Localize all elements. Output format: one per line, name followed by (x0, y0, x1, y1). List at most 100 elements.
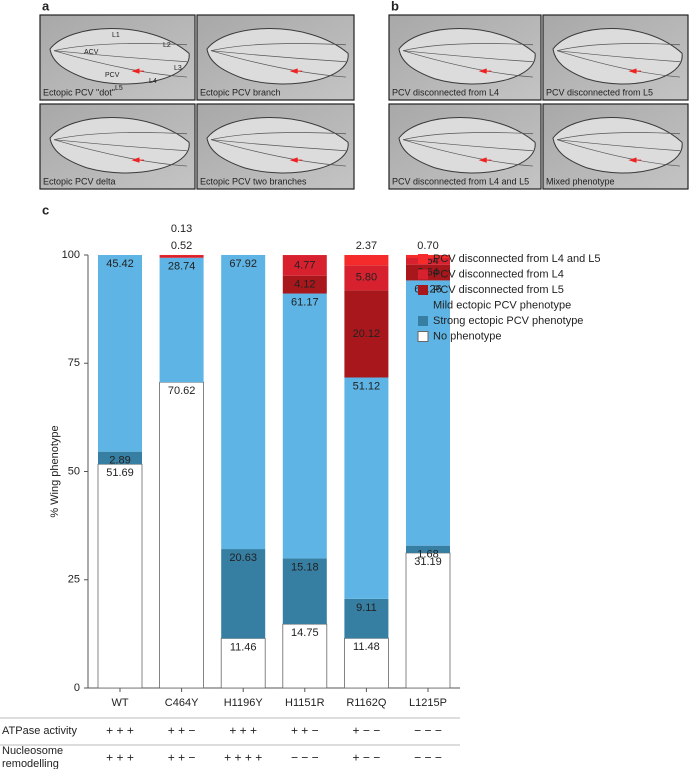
data-label: 0.52 (171, 240, 192, 252)
legend-label: No phenotype (433, 330, 502, 342)
data-label: 2.37 (356, 240, 377, 252)
data-label: 31.19 (414, 556, 442, 568)
legend-swatch (418, 300, 428, 311)
bar-segment (344, 265, 389, 291)
vein (53, 50, 188, 78)
bar-segment (97, 463, 143, 689)
photo-caption: Ectopic PCV delta (43, 176, 116, 186)
bar-segment (344, 255, 389, 266)
table-cell: + + − (168, 751, 196, 765)
vein (210, 139, 347, 152)
table-cell: + + + (229, 724, 257, 738)
bar-segment (159, 381, 205, 689)
vein (53, 132, 188, 141)
x-tick-label: H1196Y (224, 697, 264, 709)
vein (556, 50, 681, 78)
y-tick-label: 0 (74, 682, 80, 694)
data-label: 11.48 (353, 641, 380, 653)
arrow (289, 157, 303, 163)
x-tick-label: L1215P (409, 697, 447, 709)
data-label: 20.63 (229, 552, 257, 564)
photo-caption: Ectopic PCV "dot" (43, 87, 115, 97)
vein (210, 43, 347, 52)
bar-segment (282, 558, 327, 625)
data-label: 9.11 (356, 602, 377, 614)
y-tick-label: 50 (68, 465, 80, 477)
vein (402, 139, 534, 152)
bar-segment (282, 255, 327, 276)
data-label: 67.92 (229, 258, 257, 270)
y-tick-label: 100 (62, 249, 80, 261)
bar-segment (282, 275, 327, 294)
photo-caption: PCV disconnected from L4 and L5 (392, 176, 529, 186)
vein (210, 50, 347, 63)
table-cell: + + + (106, 751, 134, 765)
vein (556, 132, 681, 141)
bar-segment (282, 623, 328, 689)
vein (402, 43, 534, 52)
data-label: 61.17 (291, 296, 319, 308)
vein-label: L4 (149, 78, 157, 85)
vein-label: PCV (105, 72, 120, 79)
bar-segment (159, 254, 204, 256)
vein (210, 132, 347, 141)
vein (53, 43, 188, 52)
wing (49, 28, 190, 85)
legend-swatch (417, 331, 429, 342)
bar-segment (406, 545, 450, 553)
bar-segment (405, 552, 451, 689)
data-label: 45.42 (106, 258, 134, 270)
table-cell: − − − (291, 751, 319, 765)
data-label: 1.68 (417, 549, 438, 561)
vein (402, 50, 534, 63)
data-label: 4.77 (294, 259, 315, 271)
table-cell: + + − (291, 724, 319, 738)
vein-label: L3 (174, 65, 182, 72)
legend-swatch (418, 285, 428, 295)
row-label: Nucleosome remodelling (2, 745, 64, 769)
vein (210, 139, 347, 167)
panel-label: b (391, 0, 399, 13)
legend-swatch (418, 254, 428, 264)
legend-swatch (418, 316, 428, 326)
photo-caption: Ectopic PCV branch (200, 87, 281, 97)
vein (53, 50, 188, 63)
wing (552, 28, 683, 85)
legend-label: Mild ectopic PCV phenotype (433, 299, 571, 311)
legend-label: PCV disconnected from L5 (433, 284, 564, 296)
table-cell: − − − (414, 751, 442, 765)
data-label: 14.75 (291, 627, 319, 639)
data-label: 5.80 (356, 272, 377, 284)
photo-caption: PCV disconnected from L4 (392, 87, 499, 97)
legend-label: Strong ectopic PCV phenotype (433, 315, 583, 327)
panel-label: c (42, 202, 49, 217)
data-label: 28.74 (168, 261, 196, 273)
table-cell: + − − (353, 751, 381, 765)
vein-label: L1 (112, 32, 120, 39)
vein-label: L5 (115, 85, 123, 92)
arrow (628, 68, 641, 74)
photo-caption: Mixed phenotype (546, 176, 615, 186)
y-axis-label: % Wing phenotype (49, 425, 61, 517)
bar-segment (344, 598, 389, 639)
data-label: 20.12 (353, 328, 381, 340)
bar-segment (159, 257, 204, 383)
wing (49, 117, 190, 174)
legend-swatch (418, 269, 428, 280)
arrow (478, 157, 492, 163)
wing (552, 117, 683, 174)
vein (402, 132, 534, 141)
vein (53, 139, 188, 167)
arrow (131, 157, 144, 163)
photo-caption: PCV disconnected from L5 (546, 87, 653, 97)
vein (556, 43, 681, 52)
data-label: 0.70 (417, 240, 438, 252)
arrow (478, 68, 492, 74)
y-tick-label: 25 (68, 574, 80, 586)
data-label: 11.46 (230, 641, 257, 653)
x-tick-label: H1151R (285, 697, 325, 709)
vein (210, 50, 347, 78)
bar-segment (159, 255, 204, 258)
